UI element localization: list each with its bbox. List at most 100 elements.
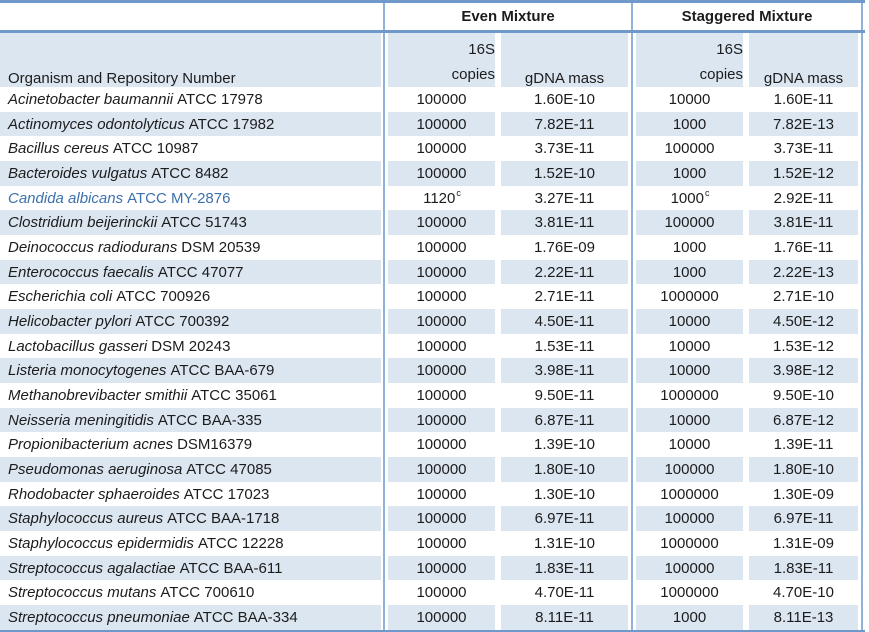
even-16s-copies-cell: 1120 c bbox=[383, 185, 498, 211]
table-row: Bacteroides vulgatus ATCC 8482 100000 1.… bbox=[0, 161, 865, 186]
even-16s-copies-cell: 100000 bbox=[383, 407, 498, 433]
even-16s-copies-cell: 100000 bbox=[383, 284, 498, 310]
staggered-16s-copies-cell: 1000000 bbox=[631, 580, 746, 606]
even-gdna-mass-value: 1.80E-10 bbox=[534, 460, 595, 478]
even-gdna-mass-cell: 2.71E-11 bbox=[498, 284, 631, 309]
staggered-gdna-mass-value: 2.92E-11 bbox=[773, 189, 834, 207]
organism-cell: Helicobacter pylori ATCC 700392 bbox=[0, 309, 383, 334]
even-gdna-mass-cell: 1.53E-11 bbox=[498, 334, 631, 359]
even-gdna-mass-value: 1.52E-10 bbox=[534, 164, 595, 182]
table-row: Enterococcus faecalis ATCC 47077 100000 … bbox=[0, 259, 865, 285]
table-row: Helicobacter pylori ATCC 700392 100000 4… bbox=[0, 309, 865, 334]
even-gdna-mass-value: 1.31E-10 bbox=[534, 534, 595, 552]
even-16s-copies-cell: 100000 bbox=[383, 210, 498, 236]
even-gdna-mass-cell: 1.31E-10 bbox=[498, 531, 631, 556]
organism-cell: Streptococcus pneumoniae ATCC BAA-334 bbox=[0, 605, 383, 630]
group-header-spacer bbox=[0, 3, 383, 30]
even-gdna-mass-cell: 1.30E-10 bbox=[498, 482, 631, 507]
even-gdna-mass-value: 1.30E-10 bbox=[534, 485, 595, 503]
organism-cell: Rhodobacter sphaeroides ATCC 17023 bbox=[0, 482, 383, 507]
table-row: Pseudomonas aeruginosa ATCC 47085 100000… bbox=[0, 457, 865, 482]
even-16s-copies-cell: 100000 bbox=[383, 383, 498, 408]
even-gdna-mass-cell: 1.83E-11 bbox=[498, 555, 631, 581]
column-header-row: Organism and Repository Number 16S copie… bbox=[0, 33, 865, 87]
staggered-gdna-mass-value: 9.50E-10 bbox=[773, 386, 834, 404]
repository-number: ATCC 700610 bbox=[160, 584, 255, 602]
even-16s-copies-value: 100000 bbox=[416, 510, 467, 528]
even-16s-copies-cell: 100000 bbox=[383, 506, 498, 532]
repository-number: ATCC 47077 bbox=[157, 263, 244, 281]
even-16s-copies-value: 100000 bbox=[416, 559, 467, 577]
organism-cell: Bacteroides vulgatus ATCC 8482 bbox=[0, 161, 383, 186]
table-row: Listeria monocytogenes ATCC BAA-679 1000… bbox=[0, 358, 865, 384]
staggered-16s-copies-value: 1000 bbox=[670, 189, 704, 207]
organism-cell: Streptococcus agalactiae ATCC BAA-611 bbox=[0, 555, 383, 581]
table-row: Acinetobacter baumannii ATCC 17978 10000… bbox=[0, 87, 865, 112]
even-16s-copies-cell: 100000 bbox=[383, 432, 498, 458]
even-gdna-mass-cell: 2.22E-11 bbox=[498, 259, 631, 285]
even-16s-copies-value: 100000 bbox=[416, 312, 467, 330]
even-16s-copies-cell: 100000 bbox=[383, 358, 498, 384]
even-16s-copies-value: 100000 bbox=[416, 460, 467, 478]
even-gdna-mass-cell: 3.81E-11 bbox=[498, 210, 631, 236]
table-row: Actinomyces odontolyticus ATCC 17982 100… bbox=[0, 111, 865, 137]
staggered-gdna-mass-cell: 9.50E-10 bbox=[746, 383, 863, 408]
repository-number: ATCC 10987 bbox=[112, 140, 199, 158]
even-gdna-mass-cell: 3.27E-11 bbox=[498, 186, 631, 211]
staggered-16s-copies-cell: 1000000 bbox=[631, 531, 746, 556]
even-16s-copies-value: 100000 bbox=[416, 362, 467, 380]
organism-cell: Deinococcus radiodurans DSM 20539 bbox=[0, 235, 383, 260]
staggered-16s-copies-cell: 1000 bbox=[631, 259, 746, 285]
even-16s-copies-value: 1120 bbox=[423, 189, 456, 207]
staggered-gdna-mass-value: 6.97E-11 bbox=[773, 510, 834, 528]
staggered-gdna-mass-cell: 6.97E-11 bbox=[746, 506, 863, 532]
organism-cell: Lactobacillus gasseri DSM 20243 bbox=[0, 334, 383, 359]
staggered-gdna-mass-value: 4.50E-12 bbox=[773, 312, 834, 330]
even-16s-copies-cell: 100000 bbox=[383, 580, 498, 606]
even-gdna-mass-value: 3.27E-11 bbox=[534, 189, 595, 207]
staggered-gdna-mass-value: 1.83E-11 bbox=[773, 559, 834, 577]
staggered-gdna-mass-value: 1.53E-12 bbox=[773, 337, 834, 355]
staggered-16s-copies-cell: 1000 bbox=[631, 161, 746, 186]
organism-cell: Enterococcus faecalis ATCC 47077 bbox=[0, 259, 383, 285]
staggered-gdna-mass-value: 1.31E-09 bbox=[773, 534, 834, 552]
even-gdna-mass-cell: 7.82E-11 bbox=[498, 111, 631, 137]
organism-name: Bacillus cereus bbox=[8, 140, 109, 158]
even-gdna-mass-value: 1.60E-10 bbox=[534, 90, 595, 108]
staggered-gdna-mass-cell: 1.83E-11 bbox=[746, 555, 863, 581]
even-16s-copies-value: 100000 bbox=[416, 386, 467, 404]
even-16s-copies-value: 100000 bbox=[416, 534, 467, 552]
even-16s-copies-value: 100000 bbox=[416, 115, 467, 133]
staggered-16s-copies-cell: 100000 bbox=[631, 506, 746, 532]
staggered-16s-copies-cell: 100000 bbox=[631, 136, 746, 162]
even-16s-copies-cell: 100000 bbox=[383, 531, 498, 556]
staggered-gdna-mass-cell: 1.60E-11 bbox=[746, 87, 863, 112]
even-16s-copies-cell: 100000 bbox=[383, 555, 498, 581]
staggered-16s-copies-cell: 10000 bbox=[631, 407, 746, 433]
even-gdna-mass-cell: 1.80E-10 bbox=[498, 457, 631, 482]
even-gdna-mass-cell: 1.52E-10 bbox=[498, 161, 631, 186]
repository-number: ATCC BAA-679 bbox=[170, 362, 275, 380]
organism-column-header: Organism and Repository Number bbox=[8, 70, 236, 87]
staggered-gdna-mass-value: 6.87E-12 bbox=[773, 411, 834, 429]
staggered-gdna-mass-cell: 1.53E-12 bbox=[746, 333, 863, 359]
repository-number: ATCC 17978 bbox=[177, 90, 263, 108]
even-gdna-mass-cell: 3.73E-11 bbox=[498, 136, 631, 161]
staggered-16s-copies-cell: 100000 bbox=[631, 457, 746, 482]
staggered-16s-copies-value: 1000000 bbox=[660, 534, 719, 552]
even-gdna-mass-value: 8.11E-11 bbox=[535, 608, 594, 626]
group-header-even-mixture: Even Mixture bbox=[383, 3, 631, 30]
even-16s-copies-value: 100000 bbox=[416, 214, 467, 232]
staggered-16s-copies-value: 1000 bbox=[672, 608, 707, 626]
staggered-16s-copies-value: 10000 bbox=[668, 436, 711, 454]
staggered-16s-copies-cell: 10000 bbox=[631, 309, 746, 334]
even-gdna-mass-cell: 6.87E-11 bbox=[498, 407, 631, 433]
even-gdna-mass-cell: 3.98E-11 bbox=[498, 358, 631, 384]
table-row: Lactobacillus gasseri DSM 20243 100000 1… bbox=[0, 333, 865, 359]
organism-cell: Acinetobacter baumannii ATCC 17978 bbox=[0, 87, 383, 112]
even-16s-copies-cell: 100000 bbox=[383, 309, 498, 334]
staggered-16s-copies-value: 1000000 bbox=[660, 386, 719, 404]
staggered-gdna-mass-cell: 3.98E-12 bbox=[746, 358, 863, 384]
organism-name: Staphylococcus aureus bbox=[8, 510, 164, 528]
organism-cell: Pseudomonas aeruginosa ATCC 47085 bbox=[0, 457, 383, 482]
